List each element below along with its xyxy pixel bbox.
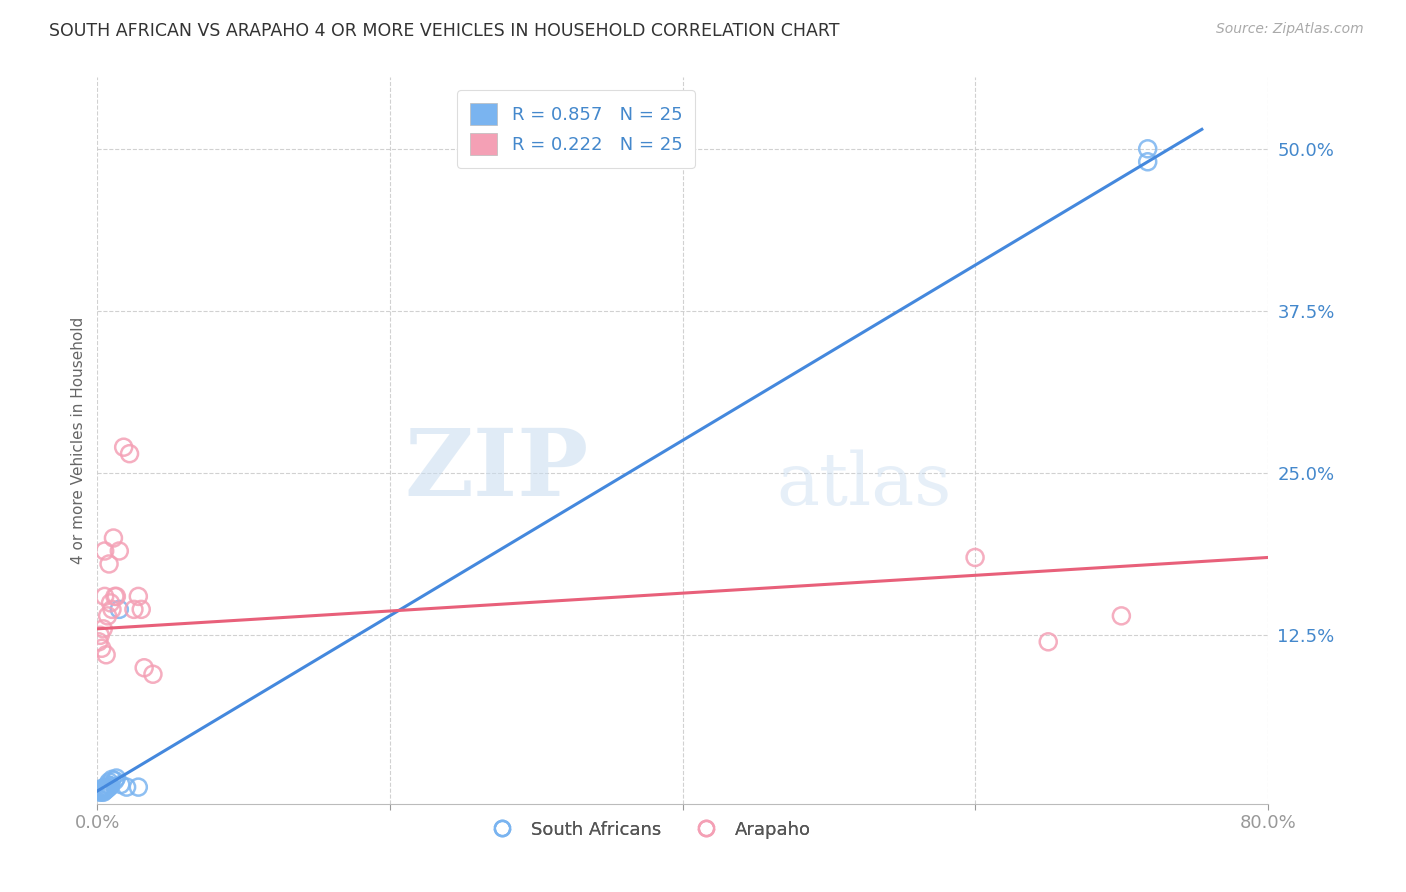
- Point: [104, 590, 127, 604]
- Point: [94, 780, 117, 794]
- Point: [93, 544, 115, 558]
- Text: ZIP: ZIP: [405, 425, 589, 515]
- Point: [94, 782, 117, 797]
- Point: [90, 784, 112, 798]
- Text: atlas: atlas: [776, 449, 952, 519]
- Point: [89, 785, 111, 799]
- Point: [112, 440, 135, 454]
- Point: [89, 628, 111, 642]
- Point: [115, 780, 138, 794]
- Point: [101, 772, 124, 787]
- Point: [1136, 154, 1159, 169]
- Point: [93, 590, 115, 604]
- Text: SOUTH AFRICAN VS ARAPAHO 4 OR MORE VEHICLES IN HOUSEHOLD CORRELATION CHART: SOUTH AFRICAN VS ARAPAHO 4 OR MORE VEHIC…: [49, 22, 839, 40]
- Point: [100, 779, 122, 793]
- Point: [122, 602, 145, 616]
- Point: [108, 602, 131, 616]
- Point: [87, 635, 110, 649]
- Point: [97, 608, 120, 623]
- Point: [98, 775, 121, 789]
- Point: [105, 590, 128, 604]
- Point: [105, 771, 128, 785]
- Point: [98, 780, 121, 794]
- Point: [134, 661, 156, 675]
- Point: [91, 785, 114, 799]
- Point: [90, 781, 112, 796]
- Point: [93, 781, 115, 796]
- Point: [129, 602, 152, 616]
- Point: [142, 667, 165, 681]
- Point: [1038, 635, 1060, 649]
- Point: [94, 648, 117, 662]
- Point: [965, 550, 987, 565]
- Point: [1111, 608, 1133, 623]
- Point: [91, 782, 114, 797]
- Y-axis label: 4 or more Vehicles in Household: 4 or more Vehicles in Household: [72, 317, 86, 565]
- Text: Source: ZipAtlas.com: Source: ZipAtlas.com: [1216, 22, 1364, 37]
- Point: [97, 781, 120, 796]
- Point: [127, 780, 149, 794]
- Point: [104, 773, 127, 788]
- Point: [87, 784, 110, 798]
- Point: [91, 622, 114, 636]
- Point: [103, 531, 125, 545]
- Point: [118, 447, 141, 461]
- Point: [90, 641, 112, 656]
- Point: [98, 557, 121, 571]
- Point: [89, 782, 111, 797]
- Point: [108, 544, 131, 558]
- Point: [127, 590, 149, 604]
- Point: [97, 778, 120, 792]
- Legend: South Africans, Arapaho: South Africans, Arapaho: [477, 814, 818, 846]
- Point: [101, 602, 124, 616]
- Point: [93, 784, 115, 798]
- Point: [1136, 142, 1159, 156]
- Point: [110, 778, 132, 792]
- Point: [100, 596, 122, 610]
